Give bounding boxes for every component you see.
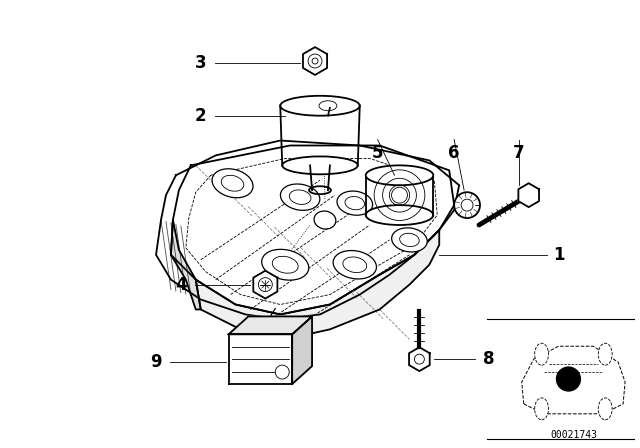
Polygon shape — [196, 230, 439, 339]
Text: 6: 6 — [449, 144, 460, 163]
Ellipse shape — [534, 398, 548, 420]
Text: 00021743: 00021743 — [550, 430, 597, 439]
Circle shape — [557, 367, 580, 391]
Polygon shape — [522, 346, 625, 414]
Circle shape — [312, 58, 318, 64]
Circle shape — [275, 365, 289, 379]
Ellipse shape — [333, 250, 376, 279]
Text: 4: 4 — [175, 276, 187, 293]
Ellipse shape — [314, 211, 336, 229]
Text: 8: 8 — [483, 350, 495, 368]
Ellipse shape — [282, 156, 358, 174]
Ellipse shape — [392, 228, 428, 252]
Ellipse shape — [534, 343, 548, 365]
Polygon shape — [171, 146, 454, 314]
Ellipse shape — [337, 191, 372, 215]
Ellipse shape — [262, 250, 308, 280]
Ellipse shape — [280, 184, 320, 211]
Polygon shape — [171, 220, 201, 310]
Text: 7: 7 — [513, 144, 525, 163]
Polygon shape — [409, 347, 429, 371]
Text: 3: 3 — [195, 54, 207, 72]
Ellipse shape — [280, 96, 360, 116]
Ellipse shape — [365, 205, 433, 225]
Text: 2: 2 — [195, 107, 207, 125]
Polygon shape — [228, 316, 312, 334]
Text: 5: 5 — [372, 144, 383, 163]
Ellipse shape — [598, 398, 612, 420]
Ellipse shape — [365, 165, 433, 185]
Ellipse shape — [598, 343, 612, 365]
Polygon shape — [518, 183, 539, 207]
Circle shape — [454, 192, 480, 218]
Polygon shape — [303, 47, 327, 75]
Polygon shape — [292, 316, 312, 384]
Ellipse shape — [212, 169, 253, 198]
Polygon shape — [253, 271, 277, 298]
Text: 9: 9 — [150, 353, 162, 371]
Circle shape — [392, 187, 408, 203]
Text: 1: 1 — [553, 246, 564, 264]
Polygon shape — [228, 334, 292, 384]
